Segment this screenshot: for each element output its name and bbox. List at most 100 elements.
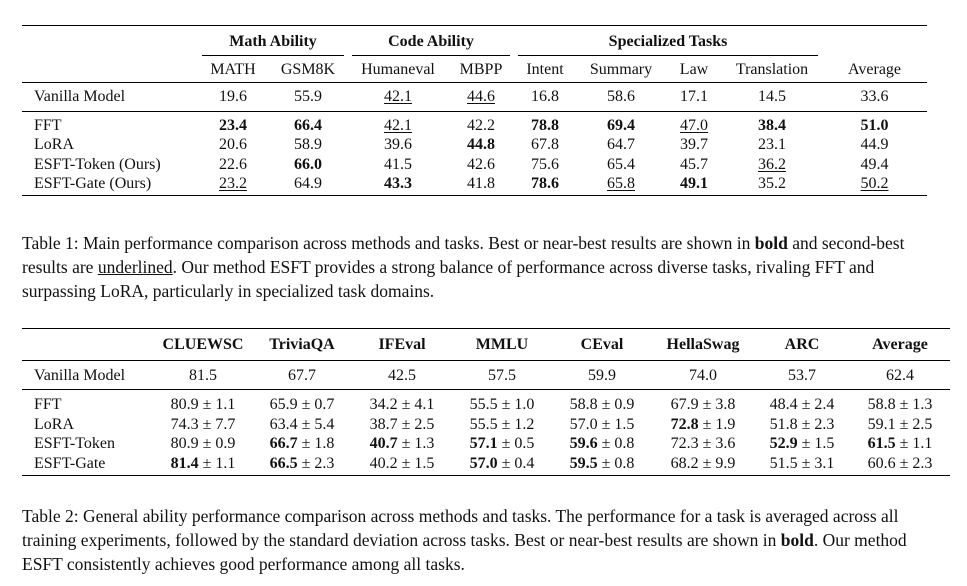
plus-minus-sign: ± bbox=[601, 396, 611, 413]
plus-minus-sign: ± bbox=[801, 454, 811, 472]
row-label: LoRA bbox=[34, 136, 74, 153]
table-cell: 65.8 bbox=[576, 174, 666, 195]
table-cell: 14.5 bbox=[722, 83, 822, 112]
table-cell: 80.9 ± 0.9 bbox=[154, 434, 252, 454]
plus-minus-sign: ± bbox=[801, 435, 811, 452]
cell-std: 1.3 bbox=[414, 435, 435, 452]
group-rule bbox=[352, 54, 511, 56]
cell-mean: 58.8 bbox=[867, 396, 896, 413]
row-label: FFT bbox=[34, 396, 62, 413]
group-math-ability: Math Ability bbox=[229, 33, 317, 50]
cell-value: 41.8 bbox=[467, 175, 495, 192]
table-cell: 57.5 bbox=[452, 360, 552, 390]
cell-value: 42.6 bbox=[467, 155, 495, 173]
general-ability-table: CLUEWSC TriviaQA IFEval MMLU CEval HellaSwag A… bbox=[22, 328, 950, 476]
table-cell: 61.5 ± 1.1 bbox=[850, 434, 950, 454]
table-cell: 33.6 bbox=[822, 83, 927, 112]
column-header-row: CLUEWSC TriviaQA IFEval MMLU CEval HellaSwag A… bbox=[22, 328, 950, 361]
cell-value: 51.0 bbox=[860, 116, 889, 134]
cell-std: 1.5 bbox=[614, 415, 635, 433]
cell-value: 69.4 bbox=[607, 116, 636, 134]
cell-std: 2.4 bbox=[814, 396, 835, 413]
table-cell: 57.0 ± 1.5 bbox=[552, 415, 652, 435]
cell-value: 17.1 bbox=[680, 88, 709, 105]
table-cell: 35.2 bbox=[722, 174, 822, 195]
group-underline-row bbox=[22, 54, 927, 57]
cell-mean: 81.5 bbox=[189, 366, 217, 384]
cell-std: 1.9 bbox=[715, 415, 736, 433]
group-header-row: Math Ability Code Ability Specialized Ta… bbox=[22, 25, 928, 54]
cell-value: 64.9 bbox=[294, 175, 322, 192]
table-cell: 64.9 bbox=[268, 174, 348, 195]
table-cell: 66.7 ± 1.8 bbox=[252, 434, 352, 454]
cell-mean: 66.5 bbox=[269, 454, 298, 472]
plus-minus-sign: ± bbox=[501, 415, 511, 433]
cell-mean: 61.5 bbox=[867, 435, 896, 452]
column-header: Average bbox=[848, 60, 902, 78]
cell-mean: 55.5 bbox=[469, 396, 498, 413]
table-row: LoRA 74.3 ± 7.7 63.4 ± 5.4 38.7 ± 2.5 55.5 ±… bbox=[22, 415, 950, 435]
column-header: Translation bbox=[735, 60, 809, 78]
cell-std: 2.5 bbox=[912, 415, 933, 433]
cell-value: 36.2 bbox=[758, 155, 787, 173]
cell-mean: 40.7 bbox=[369, 435, 398, 452]
cell-mean: 59.9 bbox=[588, 366, 616, 384]
column-header: ARC bbox=[784, 336, 820, 353]
column-header: MMLU bbox=[475, 336, 529, 353]
table-cell: 80.9 ± 1.1 bbox=[154, 390, 252, 415]
caption-bold-word: bold bbox=[780, 530, 814, 550]
group-rule bbox=[202, 54, 344, 56]
cell-std: 0.4 bbox=[514, 454, 535, 472]
cell-std: 9.9 bbox=[715, 454, 736, 472]
row-label: ESFT-Token (Ours) bbox=[34, 155, 161, 173]
plus-minus-sign: ± bbox=[899, 415, 909, 433]
cell-value: 44.8 bbox=[467, 136, 495, 153]
cell-value: 42.1 bbox=[384, 116, 412, 134]
cell-mean: 40.2 bbox=[369, 454, 398, 472]
table-cell: 39.6 bbox=[348, 135, 448, 155]
plus-minus-sign: ± bbox=[801, 415, 811, 433]
cell-value: 49.1 bbox=[680, 175, 709, 192]
cell-std: 0.7 bbox=[314, 396, 335, 413]
column-header: CLUEWSC bbox=[162, 336, 244, 353]
cell-std: 2.3 bbox=[314, 454, 335, 472]
table-cell: 45.7 bbox=[666, 155, 722, 175]
caption-bold-word: bold bbox=[754, 233, 788, 253]
table-cell: 65.9 ± 0.7 bbox=[252, 390, 352, 415]
table-cell: 78.8 bbox=[514, 111, 576, 135]
table-cell: 39.7 bbox=[666, 135, 722, 155]
cell-std: 3.8 bbox=[715, 396, 736, 413]
cell-value: 47.0 bbox=[680, 116, 709, 134]
cell-std: 3.6 bbox=[715, 435, 736, 452]
plus-minus-sign: ± bbox=[401, 396, 411, 413]
cell-value: 55.9 bbox=[294, 88, 322, 105]
plus-minus-sign: ± bbox=[801, 396, 811, 413]
bottom-rule bbox=[22, 475, 950, 476]
column-header-row: MATH GSM8K Humaneval MBPP Intent Summary Law Tr… bbox=[22, 57, 927, 83]
table-cell: 50.2 bbox=[822, 174, 927, 195]
plus-minus-sign: ± bbox=[501, 396, 511, 413]
table-row: ESFT-Token 80.9 ± 0.9 66.7 ± 1.8 40.7 ± 1.3… bbox=[22, 434, 950, 454]
column-header: MATH bbox=[210, 60, 256, 78]
cell-mean: 80.9 bbox=[170, 435, 199, 452]
table-cell: 62.4 bbox=[850, 360, 950, 390]
table-row: ESFT-Gate (Ours) 23.2 64.9 43.3 41.8 78.6 65.8… bbox=[22, 174, 927, 195]
cell-mean: 38.7 bbox=[369, 415, 398, 433]
column-header: IFEval bbox=[378, 336, 426, 353]
table-cell: 40.2 ± 1.5 bbox=[352, 454, 452, 476]
caption-text: . Our method ESFT consistently achieves … bbox=[22, 530, 907, 574]
plus-minus-sign: ± bbox=[601, 415, 611, 433]
caption-text: Table 2: General ability performance com… bbox=[22, 506, 899, 550]
table-cell: 22.6 bbox=[198, 155, 268, 175]
table-cell: 17.1 bbox=[666, 83, 722, 112]
cell-mean: 51.8 bbox=[769, 415, 798, 433]
table-cell: 58.8 ± 1.3 bbox=[850, 390, 950, 415]
plus-minus-sign: ± bbox=[301, 415, 311, 433]
cell-mean: 57.1 bbox=[469, 435, 498, 452]
column-header: Intent bbox=[526, 60, 564, 78]
cell-value: 42.1 bbox=[384, 88, 412, 105]
cell-value: 78.6 bbox=[531, 175, 560, 192]
cell-mean: 67.7 bbox=[288, 366, 316, 384]
row-label: ESFT-Gate (Ours) bbox=[34, 175, 152, 192]
cell-mean: 63.4 bbox=[269, 415, 298, 433]
